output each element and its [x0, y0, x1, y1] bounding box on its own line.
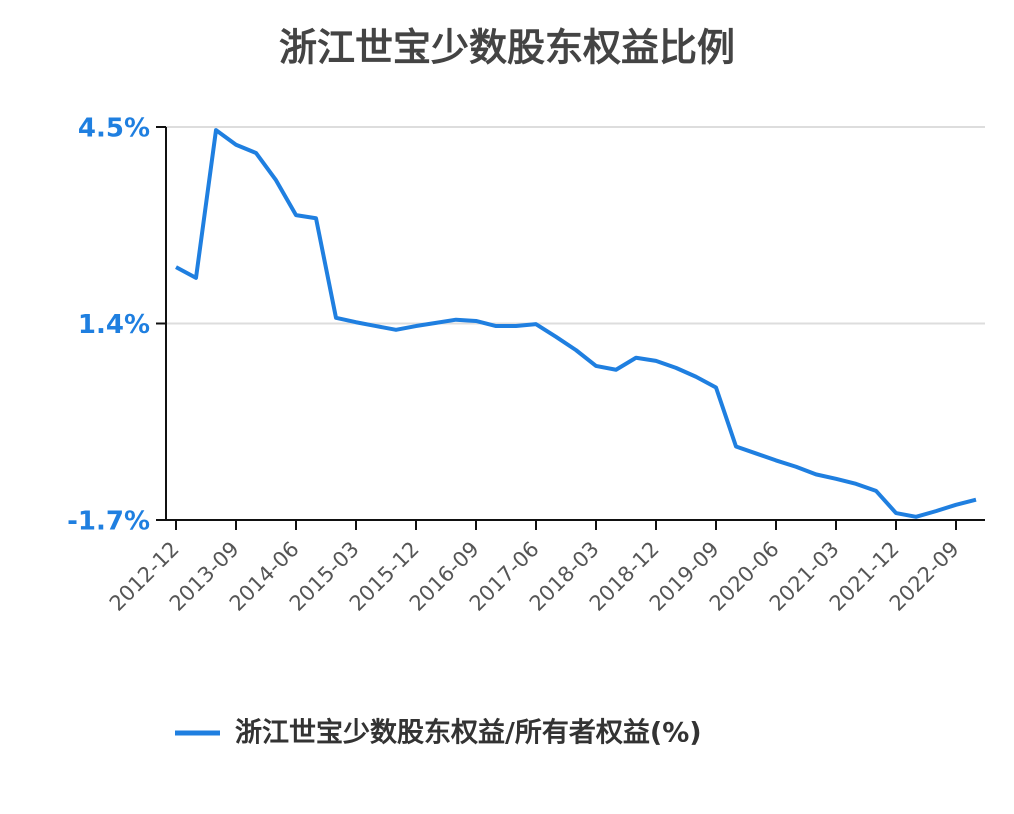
y-tick-label: -1.7%	[67, 507, 150, 537]
y-tick-label: 1.4%	[78, 310, 150, 340]
chart-title: 浙江世宝少数股东权益比例	[279, 26, 735, 70]
series-line	[175, 128, 977, 519]
y-tick-label: 4.5%	[78, 114, 150, 144]
legend-label: 浙江世宝少数股东权益/所有者权益(%)	[235, 717, 702, 749]
